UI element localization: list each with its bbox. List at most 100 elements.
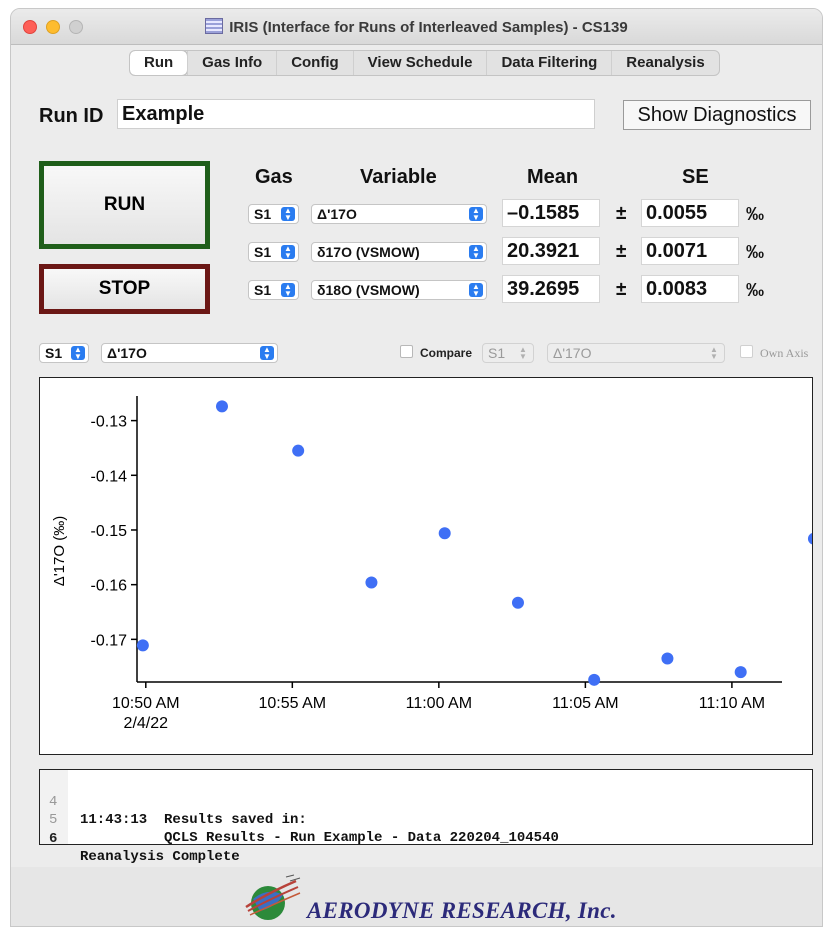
data-point [365, 576, 378, 589]
row3-unit: ‰ [746, 280, 764, 300]
tab-run[interactable]: Run [130, 51, 188, 75]
tab-reanalysis[interactable]: Reanalysis [611, 51, 718, 75]
data-point [215, 400, 228, 413]
row3-variable-value: δ18O (VSMOW) [317, 282, 420, 298]
compare-checkbox[interactable] [400, 345, 413, 358]
run-id-label: Run ID [39, 105, 104, 127]
se-header: SE [682, 166, 709, 188]
chevron-updown-icon: ▲ ▼ [281, 283, 295, 298]
chevron-updown-icon: ▲ ▼ [469, 245, 483, 260]
compare-gas-select[interactable]: S1 ▲ ▼ [482, 343, 534, 363]
plot-variable-select[interactable]: Δ'17O ▲ ▼ [101, 343, 278, 363]
own-axis-checkbox[interactable] [740, 345, 753, 358]
chevron-updown-icon: ▲ ▼ [519, 345, 527, 361]
y-tick-label: -0.16 [91, 578, 128, 595]
tab-gas-info[interactable]: Gas Info [187, 51, 276, 75]
gas-header: Gas [255, 166, 293, 188]
data-point [807, 532, 820, 545]
y-tick-label: -0.17 [91, 632, 128, 649]
plot-area: -0.13 -0.14 -0.15 -0.16 -0.17 10:50 AM 2/4/22 1… [39, 377, 820, 755]
variable-header: Variable [360, 166, 437, 188]
log-gutter [40, 770, 68, 844]
row1-unit: ‰ [746, 204, 764, 224]
chevron-updown-icon: ▲ ▼ [71, 346, 85, 361]
zoom-window-button[interactable] [69, 20, 83, 34]
data-point [292, 444, 305, 457]
app-icon [205, 18, 224, 34]
compare-variable-select[interactable]: Δ'17O ▲ ▼ [547, 343, 725, 363]
log-line: 5 QCLS Results - Run Example - Data 2202… [40, 793, 812, 846]
window-title: IRIS (Interface for Runs of Interleaved … [229, 19, 628, 36]
row1-variable-select[interactable]: Δ'17O ▲ ▼ [311, 204, 487, 224]
company-name: AERODYNE RESEARCH, Inc. [307, 898, 617, 923]
x-tick-label: 10:55 AM [259, 695, 327, 712]
plot-gas-select[interactable]: S1 ▲ ▼ [39, 343, 89, 363]
row2-mean-value: 20.3921 [502, 237, 600, 265]
run-button[interactable]: RUN [39, 161, 210, 249]
y-tick-label: -0.15 [91, 523, 128, 540]
chevron-updown-icon: ▲ ▼ [260, 346, 274, 361]
title-bar: IRIS (Interface for Runs of Interleaved … [11, 9, 822, 45]
row1-mean-value: –0.1585 [502, 199, 600, 227]
app-window: IRIS (Interface for Runs of Interleaved … [10, 8, 823, 927]
data-point [588, 673, 601, 686]
row1-plus-minus: ± [616, 203, 627, 224]
x-tick-label: 11:00 AM [406, 695, 472, 712]
log-line-number: 4 [49, 794, 58, 810]
close-window-button[interactable] [23, 20, 37, 34]
log-line: 4 11:43:13 Results saved in: [40, 775, 812, 828]
row2-variable-select[interactable]: δ17O (VSMOW) ▲ ▼ [311, 242, 487, 262]
row3-gas-value: S1 [254, 282, 272, 298]
chevron-updown-icon: ▲ ▼ [710, 345, 718, 361]
chevron-updown-icon: ▲ ▼ [469, 283, 483, 298]
data-point [661, 652, 674, 665]
row3-variable-select[interactable]: δ18O (VSMOW) ▲ ▼ [311, 280, 487, 300]
data-point [438, 527, 451, 540]
run-id-input[interactable]: Example [117, 99, 595, 129]
data-point [136, 639, 149, 652]
log-panel[interactable]: 4 11:43:13 Results saved in: 5 QCLS Resu… [39, 769, 813, 865]
log-line-number: 6 [49, 831, 58, 847]
tab-view-schedule[interactable]: View Schedule [352, 51, 487, 75]
plot-gas-value: S1 [45, 345, 63, 361]
row2-plus-minus: ± [616, 241, 627, 262]
y-axis-label: Δ'17O (‰) [51, 516, 68, 586]
row3-plus-minus: ± [616, 279, 627, 300]
compare-variable-value: Δ'17O [553, 345, 592, 361]
row3-mean-value: 39.2695 [502, 275, 600, 303]
compare-label: Compare [420, 346, 473, 360]
x-tick-label: 11:05 AM [552, 695, 618, 712]
compare-gas-value: S1 [488, 345, 506, 361]
chevron-updown-icon: ▲ ▼ [281, 245, 295, 260]
row3-se-value: 0.0083 [641, 275, 739, 303]
tab-config[interactable]: Config [276, 51, 352, 75]
own-axis-label: Own Axis [760, 346, 809, 360]
data-point [511, 596, 524, 609]
scatter-chart: -0.13 -0.14 -0.15 -0.16 -0.17 10:50 AM 2/4/22 1… [51, 396, 820, 732]
show-diagnostics-button[interactable]: Show Diagnostics [623, 100, 811, 130]
chevron-updown-icon: ▲ ▼ [469, 207, 483, 222]
x-tick-date-label: 2/4/22 [124, 715, 169, 732]
log-line-text: QCLS Results - Run Example - Data 220204… [80, 830, 559, 846]
row2-se-value: 0.0071 [641, 237, 739, 265]
row2-unit: ‰ [746, 242, 764, 262]
minimize-window-button[interactable] [46, 20, 60, 34]
log-line: 6 Reanalysis Complete [40, 812, 812, 865]
tab-bar: Run Gas Info Config View Schedule Data F… [129, 50, 720, 76]
row1-se-value: 0.0055 [641, 199, 739, 227]
aerodyne-globe-logo-icon [245, 874, 301, 920]
tab-data-filtering[interactable]: Data Filtering [486, 51, 611, 75]
row2-gas-select[interactable]: S1 ▲ ▼ [248, 242, 299, 262]
plot-variable-value: Δ'17O [107, 345, 147, 361]
row3-gas-select[interactable]: S1 ▲ ▼ [248, 280, 299, 300]
row1-variable-value: Δ'17O [317, 206, 357, 222]
row2-gas-value: S1 [254, 244, 272, 260]
y-tick-label: -0.13 [91, 414, 128, 431]
footer [11, 867, 822, 926]
log-line-text: Reanalysis Complete [80, 849, 240, 865]
stop-button[interactable]: STOP [39, 264, 210, 314]
row1-gas-select[interactable]: S1 ▲ ▼ [248, 204, 299, 224]
row2-variable-value: δ17O (VSMOW) [317, 244, 420, 260]
window-title-wrap: IRIS (Interface for Runs of Interleaved … [11, 18, 822, 36]
log-line-text: 11:43:13 Results saved in: [80, 812, 307, 828]
